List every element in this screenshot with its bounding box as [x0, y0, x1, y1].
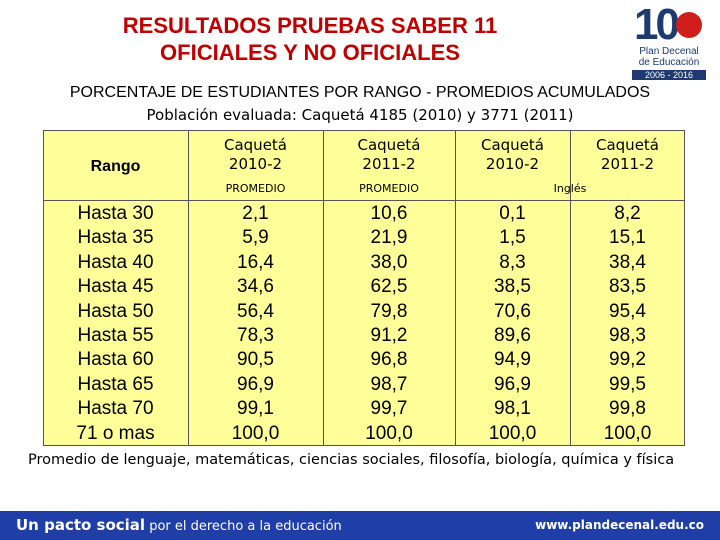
column-header-line: Caquetá: [357, 136, 421, 154]
table-cell: 98,1: [494, 398, 531, 420]
table-cell: 98,3: [609, 324, 646, 346]
table-cell: 99,2: [609, 349, 646, 371]
table-cell: 62,5: [370, 276, 408, 298]
table-cell: 89,6: [494, 324, 531, 346]
rango-header: Rango: [90, 158, 141, 175]
table-cell: 38,4: [609, 251, 646, 273]
column-header-ing-2010: Caquetá 2010-2: [455, 136, 570, 174]
table-cell: Hasta 70: [77, 398, 154, 420]
table-cell: 99,8: [609, 398, 646, 420]
logo-text: Plan Decenal de Educación: [628, 46, 710, 68]
table-cell: 8,2: [614, 203, 641, 224]
table-cell: 78,3: [237, 324, 274, 346]
table-cell: 1,5: [499, 227, 526, 249]
table-cell: Hasta 60: [77, 349, 154, 371]
promedio-label: PROMEDIO: [359, 182, 419, 195]
plan-decenal-logo: 10 Plan Decenal de Educación 2006 - 2016: [628, 0, 710, 82]
table-cell: 0,1: [499, 203, 526, 224]
table-divider: [188, 130, 189, 446]
table-divider: [455, 130, 456, 446]
column-header-line: 2010-2: [485, 155, 540, 173]
table-cell: 94,9: [494, 349, 531, 371]
table-cell: Hasta 40: [77, 251, 154, 273]
footer-slogan: Un pacto social por el derecho a la educ…: [16, 516, 342, 534]
footer-url-link[interactable]: www.plandecenal.edu.co: [535, 518, 704, 532]
footer-bar: Un pacto social por el derecho a la educ…: [0, 511, 720, 540]
table-cell: Hasta 65: [77, 373, 154, 395]
ingles-label: Inglés: [553, 182, 587, 195]
table-cell: 96,9: [237, 373, 274, 395]
table-cell: 21,9: [370, 227, 408, 249]
ingles-2010-column: 0,1 1,5 8,3 38,5 70,6 89,6 94,9 96,9 98,1 100,0: [455, 202, 570, 446]
table-cell: 2,1: [242, 203, 269, 224]
table-cell: 38,5: [494, 276, 531, 298]
table-cell: Hasta 35: [77, 227, 154, 249]
column-header-line: 2011-2: [600, 155, 655, 173]
table-cell: 100,0: [488, 422, 537, 444]
logo-face-icon: [676, 12, 702, 38]
table-divider: [570, 130, 571, 446]
rango-column: Hasta 30 Hasta 35 Hasta 40 Hasta 45 Hasta 50…: [43, 202, 188, 446]
table-cell: 100,0: [231, 422, 280, 444]
ingles-2011-column: 8,2 15,1 38,4 83,5 95,4 98,3 99,2 99,5 99,8 100,0: [570, 202, 685, 446]
subtitle-population: Población evaluada: Caquetá 4185 (2010) …: [146, 106, 574, 124]
footnote: Promedio de lenguaje, matemáticas, cienc…: [28, 452, 675, 468]
table-cell: 71 o mas: [76, 422, 155, 444]
table-cell: 100,0: [365, 422, 413, 444]
table-cell: 16,4: [237, 251, 274, 273]
column-header-line: Caquetá: [596, 136, 659, 154]
table-cell: 99,5: [609, 373, 646, 395]
column-header-line: Caquetá: [224, 136, 287, 154]
page-title: RESULTADOS PRUEBAS SABER 11 OFICIALES Y …: [60, 12, 560, 66]
table-cell: Hasta 45: [77, 276, 154, 298]
table-cell: 5,9: [242, 227, 269, 249]
table-cell: 8,3: [499, 251, 526, 273]
table-cell: 90,5: [237, 349, 274, 371]
logo-line-1: Plan Decenal: [639, 46, 699, 57]
slogan-rest: por el derecho a la educación: [145, 519, 342, 534]
promedio-label: PROMEDIO: [225, 182, 286, 195]
title-line-1: RESULTADOS PRUEBAS SABER 11: [122, 13, 498, 38]
slogan-bold: Un pacto social: [16, 516, 146, 534]
table-cell: Hasta 50: [77, 300, 154, 322]
logo-line-2: de Educación: [638, 57, 700, 68]
column-header-line: 2011-2: [362, 155, 416, 173]
table-divider: [323, 130, 324, 446]
logo-numeral: 10: [634, 0, 680, 49]
column-header-prom-2010: Caquetá 2010-2: [188, 136, 323, 174]
table-cell: 79,8: [370, 300, 408, 322]
table-cell: 56,4: [237, 300, 274, 322]
table-cell: 70,6: [494, 300, 531, 322]
promedio-2011-column: 10,6 21,9 38,0 62,5 79,8 91,2 96,8 98,7 99,7 100,…: [323, 202, 455, 446]
subtitle-heading: PORCENTAJE DE ESTUDIANTES POR RANGO - PR…: [69, 84, 651, 101]
table-cell: 99,1: [237, 398, 274, 420]
column-header-line: Caquetá: [481, 136, 544, 154]
column-header-prom-2011: Caquetá 2011-2: [323, 136, 455, 174]
table-cell: 96,8: [370, 349, 408, 371]
table-cell: 34,6: [237, 276, 274, 298]
table-cell: Hasta 30: [77, 203, 154, 224]
logo-years: 2006 - 2016: [632, 70, 706, 80]
table-cell: 96,9: [494, 373, 531, 395]
results-table: Rango Caquetá 2010-2 Caquetá 2011-2 Caqu…: [43, 130, 685, 446]
promedio-2010-column: 2,1 5,9 16,4 34,6 56,4 78,3 90,5 96,9 99,1 100,0: [188, 202, 323, 446]
table-cell: 99,7: [370, 398, 408, 420]
table-cell: 38,0: [370, 251, 408, 273]
title-line-2: OFICIALES Y NO OFICIALES: [160, 40, 460, 65]
table-cell: 95,4: [609, 300, 646, 322]
table-cell: 10,6: [370, 203, 408, 224]
table-cell: Hasta 55: [77, 324, 154, 346]
table-cell: 91,2: [370, 324, 408, 346]
column-header-ing-2011: Caquetá 2011-2: [570, 136, 685, 174]
table-cell: 100,0: [603, 422, 652, 444]
table-border: [43, 130, 685, 446]
column-header-line: 2010-2: [228, 155, 283, 173]
table-cell: 15,1: [609, 227, 646, 249]
table-cell: 98,7: [370, 373, 408, 395]
table-cell: 83,5: [609, 276, 646, 298]
table-header-divider: [43, 200, 685, 201]
